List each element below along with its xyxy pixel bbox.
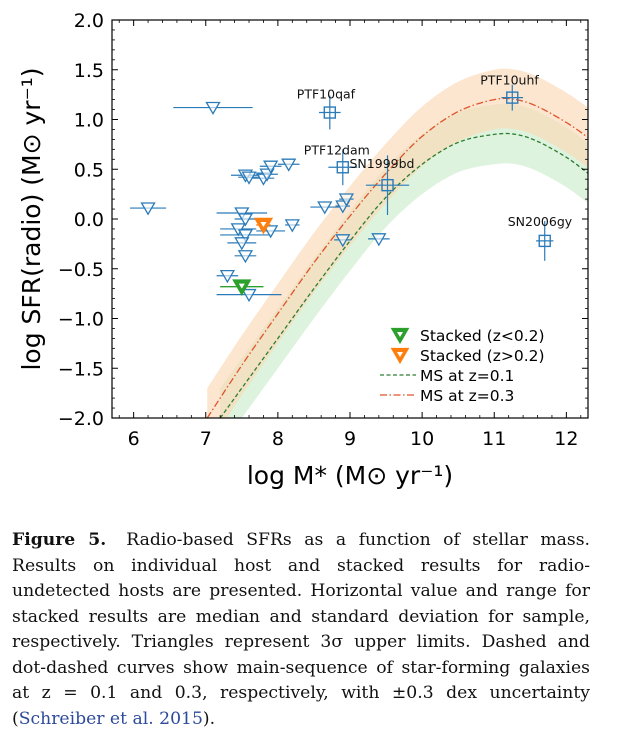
detection-label: PTF10qaf [297, 87, 356, 102]
upper-limit-triangle [281, 158, 297, 172]
upper-limit-point [234, 250, 257, 264]
detection-square [381, 178, 394, 192]
stacked-high-z-point [253, 217, 274, 235]
upper-limit-triangle [241, 171, 257, 185]
detection-label: SN1999bd [350, 156, 415, 171]
y-axis-label: log SFR(radio) (M⊙ yr⁻¹) [17, 67, 46, 370]
detection-label: PTF12dam [304, 142, 370, 157]
legend-marker-hole [397, 352, 403, 357]
detection-square [506, 91, 519, 104]
upper-limit-point [338, 193, 355, 207]
ms-line-z01 [219, 132, 588, 418]
ms-uncertainty-band-z03 [207, 68, 588, 418]
upper-limit-triangle [317, 201, 333, 215]
upper-limit-point [368, 233, 390, 247]
stacked-triangle-hole [260, 221, 267, 227]
legend-label: MS at z=0.3 [420, 387, 514, 405]
upper-limit-point [238, 171, 260, 185]
caption-end: ). [202, 708, 216, 729]
x-tick-label: 7 [200, 428, 212, 450]
y-tick-label: 0.0 [74, 209, 104, 231]
upper-limit-point [227, 237, 257, 251]
legend-label: Stacked (z<0.2) [420, 327, 545, 345]
upper-limit-triangle [371, 233, 387, 247]
x-tick-label: 8 [272, 428, 284, 450]
stacked-low-z-point [220, 279, 264, 297]
upper-limit-point [216, 288, 282, 303]
plot-area [130, 68, 588, 418]
y-tick-label: 1.5 [74, 60, 104, 82]
caption-text: Radio-based SFRs as a function of stella… [12, 530, 590, 729]
detection-label: PTF10uhf [480, 73, 539, 88]
upper-limit-triangle [263, 225, 279, 239]
x-tick-label: 11 [482, 428, 506, 450]
figure-5: PTF10uhf PTF10qaf PTF12dam SN1999bd SN2006gy… [17, 10, 589, 490]
detection-square [336, 161, 349, 174]
detection-point [501, 84, 524, 111]
upper-limit-triangle [263, 160, 279, 174]
upper-limit-triangle [219, 269, 236, 284]
upper-limit-point [259, 160, 282, 174]
y-tick-label: −1.5 [58, 358, 104, 380]
detection-square [323, 106, 337, 119]
upper-limit-point [284, 219, 300, 233]
detection-label: SN2006gy [508, 214, 573, 229]
y-tick-label: 1.0 [74, 110, 104, 132]
upper-limit-triangle [338, 193, 355, 207]
y-tick-label: 2.0 [74, 10, 104, 32]
upper-limit-triangle [284, 219, 300, 233]
upper-limit-point [130, 202, 167, 216]
detection-point [365, 155, 410, 216]
upper-limit-triangle [241, 288, 257, 303]
y-tick-label: −2.0 [58, 408, 104, 430]
x-tick-label: 9 [344, 428, 356, 450]
upper-limit-point [220, 229, 271, 243]
legend-marker-hole [397, 332, 403, 337]
upper-limit-point [310, 201, 340, 215]
y-tick-label: −1.0 [58, 309, 104, 331]
citation-link[interactable]: Schreiber et al. 2015 [18, 708, 203, 729]
detection-square [538, 234, 551, 248]
upper-limit-triangle [335, 234, 351, 248]
upper-limit-point [173, 101, 253, 116]
detection-point [536, 220, 554, 261]
x-tick-label: 10 [410, 428, 434, 450]
upper-limit-point [216, 269, 239, 284]
upper-limit-triangle [234, 237, 250, 251]
detection-point [328, 149, 358, 186]
upper-limit-point [234, 213, 257, 227]
detection-point [318, 95, 341, 130]
upper-limit-triangle [237, 250, 254, 264]
upper-limit-triangle [237, 213, 254, 227]
caption-label: Figure 5. [12, 530, 107, 550]
x-tick-label: 6 [128, 428, 140, 450]
upper-limit-point [277, 158, 300, 172]
legend-label: MS at z=0.1 [420, 367, 514, 385]
ms-line-z03 [206, 97, 588, 418]
figure-caption: Figure 5. Radio-based SFRs as a function … [12, 528, 590, 732]
upper-limit-triangle [140, 202, 156, 216]
y-tick-label: −0.5 [58, 259, 104, 281]
y-tick-label: 0.5 [74, 159, 104, 181]
upper-limit-point [334, 234, 352, 248]
upper-limit-triangle [237, 229, 254, 243]
legend-label: Stacked (z>0.2) [420, 347, 545, 365]
x-axis-label: log M* (M⊙ yr⁻¹) [247, 461, 453, 490]
stacked-triangle-hole [238, 283, 245, 289]
upper-limit-triangle [205, 101, 221, 116]
x-tick-label: 12 [554, 428, 578, 450]
upper-limit-point [256, 225, 286, 239]
